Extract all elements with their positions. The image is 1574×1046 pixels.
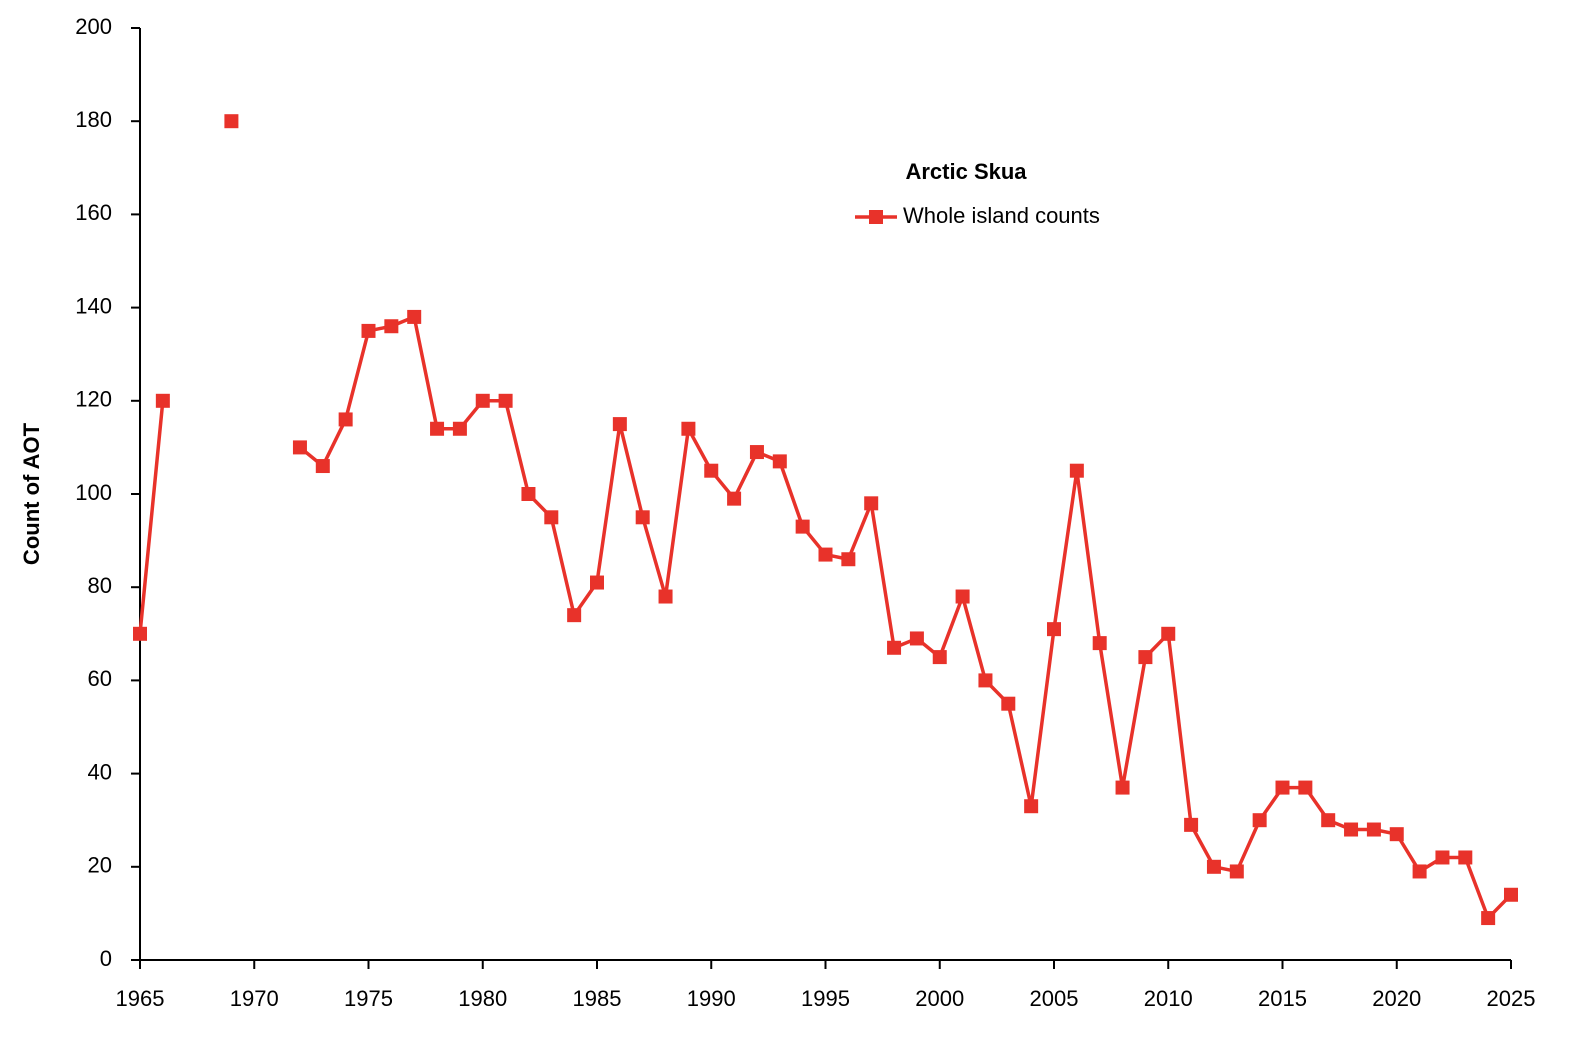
marker [590,575,604,590]
marker [1481,911,1496,926]
marker [727,491,742,506]
marker [1458,850,1473,865]
x-tick-label: 1995 [801,986,850,1011]
x-tick-label: 1970 [230,986,279,1011]
marker [407,309,422,324]
x-tick-label: 2020 [1372,986,1421,1011]
marker [681,421,696,436]
marker [818,547,833,562]
marker [1069,463,1084,478]
marker [978,673,993,688]
x-tick-label: 1965 [116,986,165,1011]
marker [338,412,353,427]
marker [544,510,559,525]
marker [932,650,947,665]
y-tick-label: 100 [75,480,112,505]
marker [1115,780,1130,795]
marker [1344,822,1359,837]
marker [1275,780,1290,795]
marker [1389,827,1404,842]
marker [887,640,902,655]
marker [795,519,810,534]
x-tick-label: 2010 [1144,986,1193,1011]
x-tick-label: 1990 [687,986,736,1011]
marker [498,393,513,408]
marker [1504,887,1518,902]
marker [841,552,856,567]
marker [658,589,673,604]
marker [155,393,170,408]
marker [1321,813,1336,828]
x-tick-label: 2005 [1030,986,1079,1011]
x-tick-label: 1975 [344,986,393,1011]
marker [1298,780,1313,795]
marker [1252,813,1267,828]
marker [567,608,582,623]
x-tick-label: 2025 [1487,986,1536,1011]
series-line [138,315,1513,920]
marker [1047,622,1061,637]
y-tick-label: 120 [75,387,112,412]
marker [1138,650,1153,665]
marker [430,421,445,436]
marker [1184,817,1199,832]
marker [475,393,490,408]
marker [955,589,970,604]
marker [224,114,239,129]
y-tick-label: 0 [100,946,112,971]
y-tick-label: 20 [88,853,112,878]
marker [133,626,147,641]
marker [864,496,879,511]
marker [704,463,719,478]
marker [1024,799,1039,814]
y-tick-label: 60 [88,666,112,691]
y-tick-label: 180 [75,107,112,132]
marker [361,323,376,338]
marker [1161,626,1176,641]
marker [1229,864,1244,879]
x-tick-label: 1980 [458,986,507,1011]
y-tick-label: 160 [75,200,112,225]
legend-title: Arctic Skua [905,159,1027,184]
x-tick-label: 2000 [915,986,964,1011]
legend-marker [869,210,883,224]
marker [635,510,650,525]
marker [1435,850,1450,865]
marker [909,631,924,646]
marker [315,459,330,474]
marker [1001,696,1016,711]
legend-label: Whole island counts [903,203,1100,228]
marker [452,421,467,436]
marker [772,454,787,469]
marker [1092,636,1107,651]
y-axis-label: Count of AOT [19,422,44,565]
marker [292,440,307,455]
y-tick-label: 200 [75,14,112,39]
y-tick-label: 40 [88,759,112,784]
marker [612,417,627,432]
marker [1366,822,1381,837]
x-tick-label: 2015 [1258,986,1307,1011]
marker [384,319,399,334]
y-tick-label: 80 [88,573,112,598]
marker [1412,864,1427,879]
x-tick-label: 1985 [573,986,622,1011]
marker [521,487,536,501]
y-tick-label: 140 [75,293,112,318]
marker [1206,859,1221,874]
marker [749,445,764,460]
